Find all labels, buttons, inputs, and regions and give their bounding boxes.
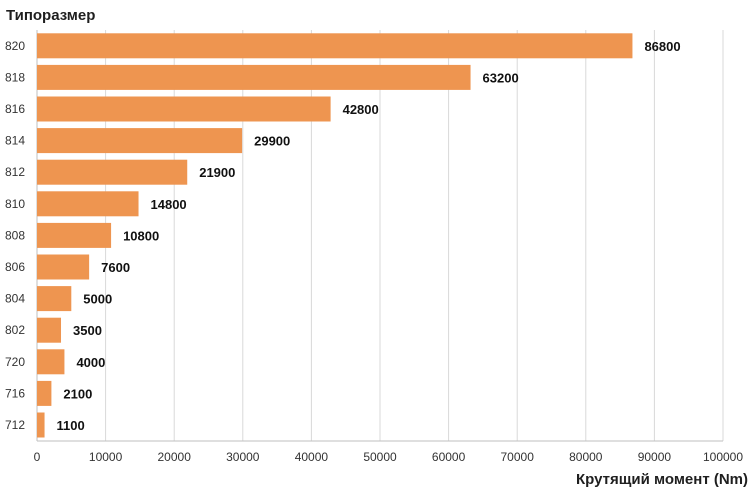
bar-716: [37, 380, 52, 406]
bar-808: [37, 222, 112, 248]
y-tick-label: 712: [5, 418, 25, 432]
y-tick-label: 820: [5, 39, 25, 53]
y-tick-label: 812: [5, 165, 25, 179]
y-axis-title: Типоразмер: [6, 7, 95, 24]
data-label: 21900: [199, 165, 235, 180]
y-tick-label: 808: [5, 228, 25, 242]
data-label: 4000: [76, 355, 105, 370]
x-tick-label: 70000: [501, 450, 535, 464]
bar-806: [37, 254, 90, 280]
y-tick-label: 716: [5, 386, 25, 400]
bar-818: [37, 64, 471, 90]
bar-814: [37, 128, 243, 154]
data-label: 2100: [63, 386, 92, 401]
bar-810: [37, 191, 139, 217]
bar-812: [37, 159, 188, 185]
x-tick-label: 20000: [158, 450, 192, 464]
data-label: 3500: [73, 323, 102, 338]
data-label: 5000: [83, 292, 112, 307]
x-tick-label: 40000: [295, 450, 329, 464]
x-tick-label: 50000: [363, 450, 397, 464]
x-tick-label: 0: [34, 450, 41, 464]
x-tick-label: 90000: [638, 450, 672, 464]
labels: 0 10000 20000 30000 40000 50000 60000 70000 8000…: [5, 39, 743, 464]
y-tick-label: 818: [5, 70, 25, 84]
data-label: 63200: [483, 70, 519, 85]
y-tick-label: 804: [5, 292, 25, 306]
data-label: 29900: [254, 134, 290, 149]
x-tick-label: 30000: [226, 450, 260, 464]
data-label: 14800: [151, 197, 187, 212]
x-tick-label: 10000: [89, 450, 123, 464]
data-label: 1100: [57, 418, 85, 433]
x-tick-label: 60000: [432, 450, 466, 464]
y-tick-label: 816: [5, 102, 25, 116]
data-label: 7600: [101, 260, 130, 275]
data-label: 42800: [343, 102, 379, 117]
x-tick-label: 80000: [569, 450, 603, 464]
bar-816: [37, 96, 331, 122]
y-tick-label: 720: [5, 355, 25, 369]
x-tick-label: 100000: [703, 450, 743, 464]
y-tick-label: 802: [5, 323, 25, 337]
bar-712: [37, 412, 45, 438]
bar-820: [37, 33, 633, 59]
bar-720: [37, 349, 65, 375]
bars: [37, 33, 633, 438]
bar-802: [37, 317, 62, 343]
x-axis-title: Крутящий момент (Nm): [576, 471, 748, 488]
y-tick-label: 806: [5, 260, 25, 274]
y-tick-label: 810: [5, 197, 25, 211]
y-tick-label: 814: [5, 134, 25, 148]
bar-804: [37, 286, 72, 312]
data-label: 86800: [644, 39, 680, 54]
data-label: 10800: [123, 228, 159, 243]
